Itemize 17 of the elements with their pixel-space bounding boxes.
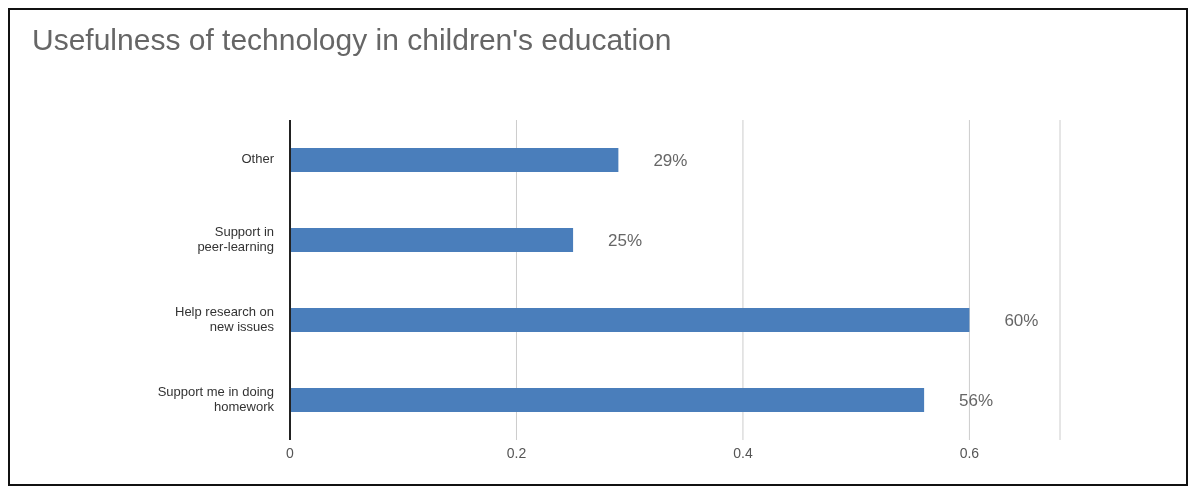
y-tick-label: Support in peer-learning [197,223,274,254]
x-tick-label: 0 [286,444,295,461]
x-tick-label: 0.6 [959,444,980,461]
data-label: 25% [608,231,643,251]
y-tick-label: Help research on new issues [175,303,275,334]
x-tick-label: 0.4 [733,444,753,461]
y-tick-label: Support me in doing homework [157,383,275,414]
bar [290,308,970,332]
data-label: 56% [959,391,994,411]
bar [290,148,619,172]
bar [290,228,574,252]
bar [290,388,925,412]
x-tick-label: 0.2 [506,444,527,461]
data-label: 29% [653,151,688,171]
data-label: 60% [1004,311,1039,331]
chart-title: Usefulness of technology in children's education [31,22,672,58]
y-tick-label: Other [241,151,275,167]
